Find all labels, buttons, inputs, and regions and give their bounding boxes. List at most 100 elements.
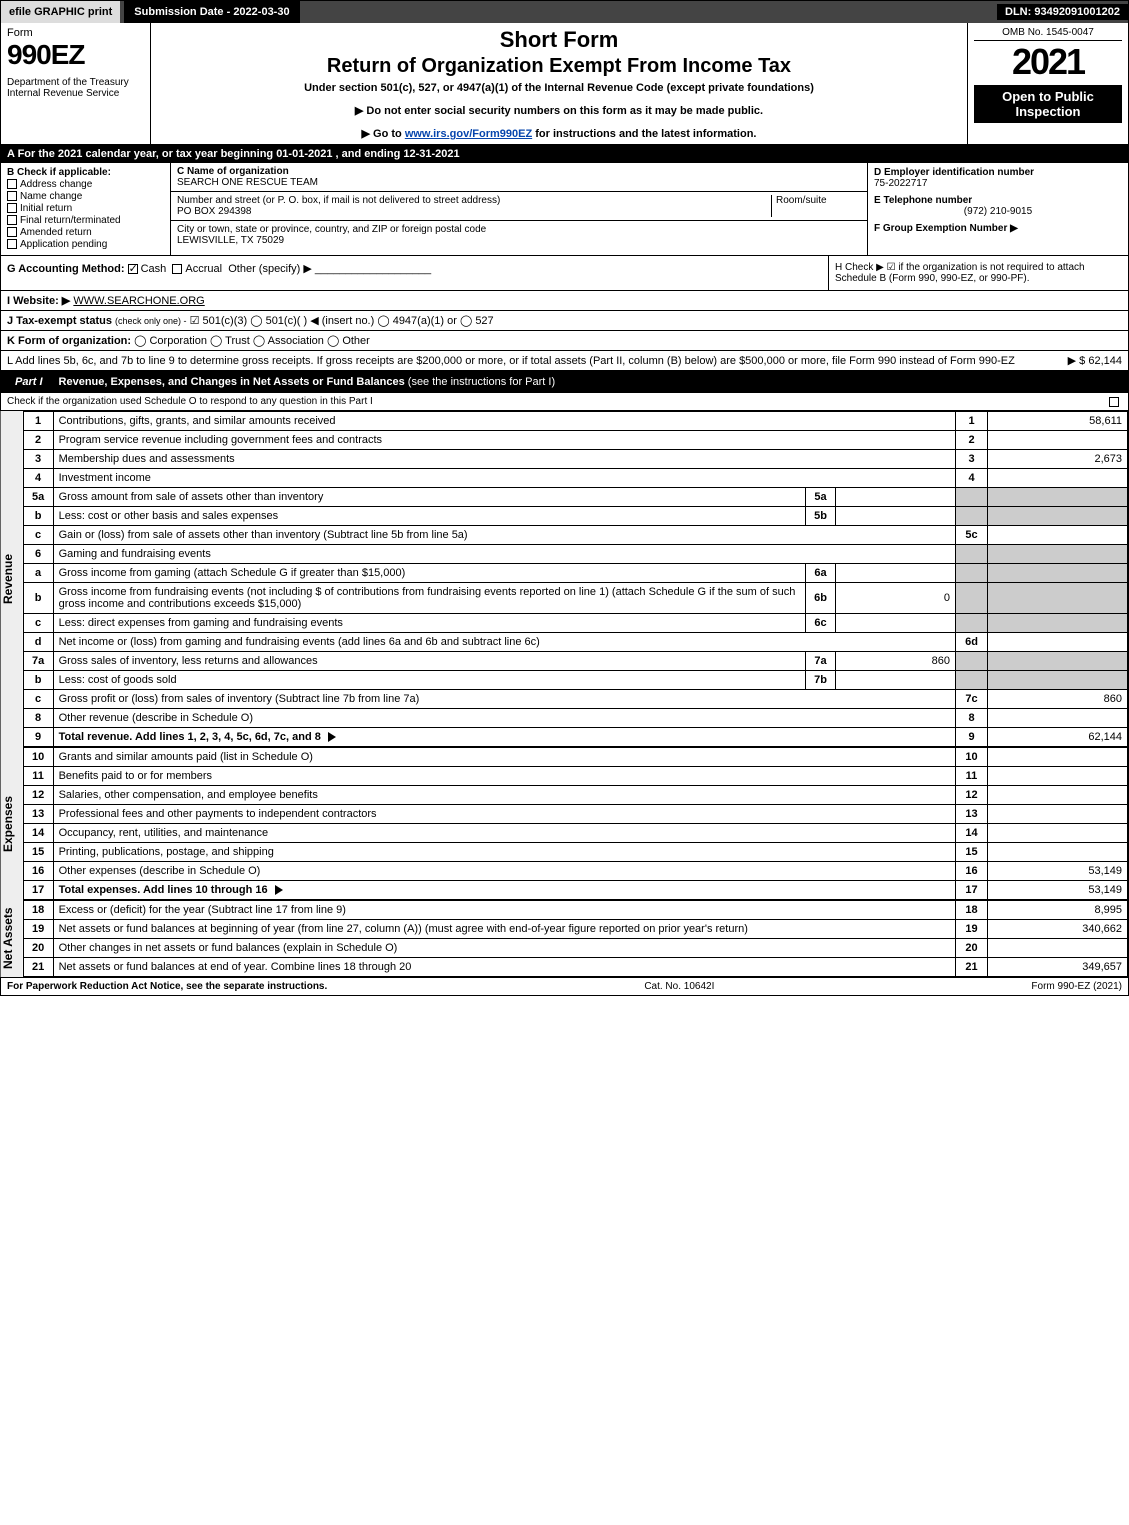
line-15: 15Printing, publications, postage, and s… (23, 843, 1127, 862)
line-14: 14Occupancy, rent, utilities, and mainte… (23, 824, 1127, 843)
line-8: 8Other revenue (describe in Schedule O)8 (23, 709, 1127, 728)
tax-exempt-note: (check only one) - (115, 316, 187, 326)
line-17: 17Total expenses. Add lines 10 through 1… (23, 881, 1127, 900)
line-21: 21Net assets or fund balances at end of … (23, 958, 1127, 977)
expenses-side-label: Expenses (1, 747, 23, 900)
header-center: Short Form Return of Organization Exempt… (151, 23, 968, 144)
line-9: 9Total revenue. Add lines 1, 2, 3, 4, 5c… (23, 728, 1127, 747)
street-label: Number and street (or P. O. box, if mail… (177, 195, 500, 206)
submission-date: Submission Date - 2022-03-30 (124, 1, 299, 23)
line-6d: dNet income or (loss) from gaming and fu… (23, 633, 1127, 652)
footer-formref: Form 990-EZ (2021) (1031, 981, 1122, 992)
footer-left: For Paperwork Reduction Act Notice, see … (7, 981, 327, 992)
check-address-change[interactable]: Address change (7, 179, 164, 190)
arrow-icon (275, 885, 283, 895)
short-form-title: Short Form (157, 27, 961, 53)
ein-label: D Employer identification number (874, 167, 1034, 178)
section-bcdef: B Check if applicable: Address change Na… (1, 163, 1128, 256)
group-exemption-label: F Group Exemption Number ▶ (874, 223, 1018, 234)
line-5c: cGain or (loss) from sale of assets othe… (23, 526, 1127, 545)
row-l-gross-receipts: L Add lines 5b, 6c, and 7b to line 9 to … (1, 351, 1128, 371)
street-cell: Number and street (or P. O. box, if mail… (171, 192, 867, 221)
line-5b: bLess: cost or other basis and sales exp… (23, 507, 1127, 526)
header-left: Form 990EZ Department of the Treasury In… (1, 23, 151, 144)
instructions-link-row: ▶ Go to www.irs.gov/Form990EZ for instru… (157, 127, 961, 140)
room-suite-label: Room/suite (771, 195, 861, 217)
public-inspection-badge: Open to Public Inspection (974, 85, 1122, 123)
accounting-method-label: G Accounting Method: (7, 263, 125, 275)
line-7c: cGross profit or (loss) from sales of in… (23, 690, 1127, 709)
arrow-icon (328, 732, 336, 742)
schedo-checkbox[interactable] (1109, 397, 1119, 407)
part1-title: Revenue, Expenses, and Changes in Net As… (59, 376, 405, 388)
city-label: City or town, state or province, country… (177, 224, 486, 235)
phone-value: (972) 210-9015 (874, 206, 1122, 217)
footer-catno: Cat. No. 10642I (327, 981, 1031, 992)
org-name: SEARCH ONE RESCUE TEAM (177, 177, 318, 188)
ssn-warning: ▶ Do not enter social security numbers o… (157, 104, 961, 117)
form-word: Form (7, 27, 144, 39)
form-number: 990EZ (7, 39, 144, 71)
line-12: 12Salaries, other compensation, and empl… (23, 786, 1127, 805)
efile-print-button[interactable]: efile GRAPHIC print (1, 1, 120, 23)
page-footer: For Paperwork Reduction Act Notice, see … (1, 977, 1128, 995)
line-13: 13Professional fees and other payments t… (23, 805, 1127, 824)
line-4: 4Investment income4 (23, 469, 1127, 488)
check-initial-return[interactable]: Initial return (7, 203, 164, 214)
tax-exempt-label: J Tax-exempt status (7, 315, 112, 327)
city-value: LEWISVILLE, TX 75029 (177, 235, 284, 246)
form-header: Form 990EZ Department of the Treasury In… (1, 23, 1128, 145)
website-label: I Website: ▶ (7, 294, 70, 307)
header-right: OMB No. 1545-0047 2021 Open to Public In… (968, 23, 1128, 144)
line-19: 19Net assets or fund balances at beginni… (23, 920, 1127, 939)
form-org-options: ◯ Corporation ◯ Trust ◯ Association ◯ Ot… (134, 334, 370, 347)
netassets-table: 18Excess or (deficit) for the year (Subt… (23, 900, 1128, 977)
tax-exempt-options: ☑ 501(c)(3) ◯ 501(c)( ) ◀ (insert no.) ◯… (190, 314, 494, 327)
dln-label: DLN: 93492091001202 (997, 4, 1128, 20)
row-l-amount: ▶ $ 62,144 (1068, 354, 1122, 367)
cash-label: Cash (141, 263, 167, 275)
city-cell: City or town, state or province, country… (171, 221, 867, 249)
check-name-change[interactable]: Name change (7, 191, 164, 202)
ein-value: 75-2022717 (874, 178, 1122, 189)
check-application-pending[interactable]: Application pending (7, 239, 164, 250)
row-l-text: L Add lines 5b, 6c, and 7b to line 9 to … (7, 355, 1015, 367)
topbar: efile GRAPHIC print Submission Date - 20… (1, 1, 1128, 23)
note2-post: for instructions and the latest informat… (532, 128, 756, 140)
org-name-cell: C Name of organization SEARCH ONE RESCUE… (171, 163, 867, 192)
line-2: 2Program service revenue including gover… (23, 431, 1127, 450)
line-3: 3Membership dues and assessments32,673 (23, 450, 1127, 469)
check-accrual[interactable] (172, 264, 182, 274)
row-gh: G Accounting Method: Cash Accrual Other … (1, 256, 1128, 291)
department-label: Department of the Treasury Internal Reve… (7, 77, 144, 99)
street-value: PO BOX 294398 (177, 206, 252, 217)
row-a-tax-year: A For the 2021 calendar year, or tax yea… (1, 145, 1128, 163)
row-g: G Accounting Method: Cash Accrual Other … (1, 256, 828, 290)
revenue-block: Revenue 1Contributions, gifts, grants, a… (1, 411, 1128, 747)
line-6: 6Gaming and fundraising events (23, 545, 1127, 564)
section-b-title: B Check if applicable: (7, 167, 111, 178)
omb-number: OMB No. 1545-0047 (974, 27, 1122, 41)
form-org-label: K Form of organization: (7, 335, 131, 347)
row-h: H Check ▶ ☑ if the organization is not r… (828, 256, 1128, 290)
check-cash[interactable] (128, 264, 138, 274)
line-11: 11Benefits paid to or for members11 (23, 767, 1127, 786)
line-7b: bLess: cost of goods sold7b (23, 671, 1127, 690)
section-b: B Check if applicable: Address change Na… (1, 163, 171, 255)
part1-tab: Part I (7, 374, 51, 390)
line-20: 20Other changes in net assets or fund ba… (23, 939, 1127, 958)
line-5a: 5aGross amount from sale of assets other… (23, 488, 1127, 507)
line-7a: 7aGross sales of inventory, less returns… (23, 652, 1127, 671)
check-final-return[interactable]: Final return/terminated (7, 215, 164, 226)
note2-pre: ▶ Go to (362, 128, 405, 140)
check-amended-return[interactable]: Amended return (7, 227, 164, 238)
expenses-block: Expenses 10Grants and similar amounts pa… (1, 747, 1128, 900)
schedo-text: Check if the organization used Schedule … (7, 396, 373, 407)
revenue-side-label: Revenue (1, 411, 23, 747)
tax-year: 2021 (974, 41, 1122, 83)
part1-schedo-row: Check if the organization used Schedule … (1, 393, 1128, 411)
website-value: WWW.SEARCHONE.ORG (73, 295, 204, 307)
row-i-website: I Website: ▶ WWW.SEARCHONE.ORG (1, 291, 1128, 311)
irs-link[interactable]: www.irs.gov/Form990EZ (405, 128, 532, 140)
line-6c: cLess: direct expenses from gaming and f… (23, 614, 1127, 633)
